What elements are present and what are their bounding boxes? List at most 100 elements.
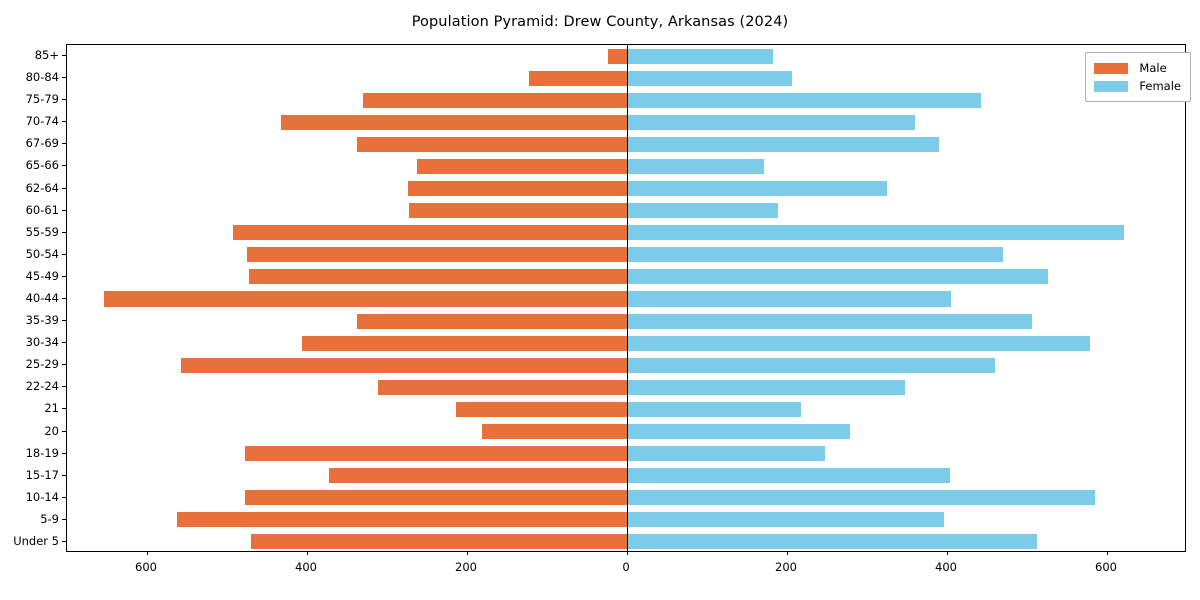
bar-female	[627, 70, 792, 86]
bar-female	[627, 446, 826, 462]
bar-male	[281, 114, 627, 130]
bar-row	[67, 468, 1185, 484]
bar-row	[67, 70, 1185, 86]
bar-row	[67, 114, 1185, 130]
y-tick-label: 60-61	[25, 202, 59, 217]
bar-male	[409, 203, 627, 219]
y-tick-mark	[62, 121, 66, 123]
y-tick-label: 65-66	[25, 158, 59, 173]
bar-male	[607, 48, 627, 64]
bar-male	[245, 446, 627, 462]
bar-male	[249, 269, 627, 285]
x-tick-mark	[627, 551, 628, 555]
x-tick-mark	[947, 551, 948, 555]
y-tick-mark	[62, 408, 66, 410]
bar-male	[455, 401, 627, 417]
chart-title: Population Pyramid: Drew County, Arkansa…	[411, 14, 789, 30]
y-tick-label: 21	[44, 401, 59, 416]
bar-female	[627, 269, 1048, 285]
bars-layer	[67, 45, 1185, 551]
y-tick-mark	[62, 99, 66, 101]
y-tick-label: 40-44	[25, 291, 59, 305]
bar-male	[356, 136, 627, 152]
bar-female	[627, 136, 939, 152]
bar-row	[67, 490, 1185, 506]
legend-item-female: Female	[1094, 77, 1181, 95]
bar-row	[67, 247, 1185, 263]
bar-male	[251, 534, 627, 550]
plot-area	[66, 44, 1186, 555]
bar-row	[67, 158, 1185, 174]
bar-female	[627, 247, 1003, 263]
y-tick-mark	[62, 209, 66, 211]
y-tick-mark	[62, 77, 66, 79]
bar-female	[627, 225, 1124, 241]
y-tick-label: 10-14	[25, 489, 59, 504]
bar-row	[67, 357, 1185, 373]
x-tick-label: 0	[622, 560, 630, 574]
x-tick-label: 400	[935, 560, 957, 574]
y-tick-label: 62-64	[25, 180, 59, 195]
bar-female	[627, 401, 802, 417]
legend-swatch-female	[1094, 80, 1129, 92]
y-tick-mark	[62, 298, 66, 299]
x-tick-label: 200	[455, 560, 477, 574]
bar-female	[627, 48, 774, 64]
y-tick-label: 80-84	[25, 70, 59, 85]
bar-female	[627, 424, 851, 440]
bar-male	[181, 357, 627, 373]
y-tick-label: 35-39	[25, 313, 59, 328]
legend-swatch-male	[1094, 62, 1129, 74]
bar-female	[627, 335, 1091, 351]
bar-female	[627, 203, 779, 219]
bar-row	[67, 225, 1185, 241]
legend-label-female: Female	[1139, 79, 1181, 93]
bar-row	[67, 48, 1185, 64]
bar-row	[67, 203, 1185, 219]
bar-male	[247, 247, 627, 263]
y-tick-mark	[62, 342, 66, 344]
x-tick-label: 600	[1095, 560, 1117, 574]
y-tick-mark	[62, 496, 66, 498]
bar-male	[232, 225, 627, 241]
x-tick-label: 200	[775, 560, 797, 574]
bar-female	[627, 468, 951, 484]
y-tick-mark	[62, 165, 66, 167]
bar-row	[67, 534, 1185, 550]
y-tick-mark	[62, 474, 66, 476]
y-tick-mark	[62, 231, 66, 233]
bar-row	[67, 446, 1185, 462]
bar-female	[627, 92, 982, 108]
y-tick-label: 5-9	[40, 511, 59, 526]
bar-female	[627, 490, 1095, 506]
y-tick-label: 55-59	[25, 224, 59, 239]
x-tick-mark	[307, 551, 308, 555]
bar-male	[363, 92, 627, 108]
y-tick-mark	[62, 320, 66, 322]
y-tick-mark	[62, 518, 66, 520]
bar-male	[356, 313, 627, 329]
bar-row	[67, 379, 1185, 395]
y-tick-label: 15-17	[25, 467, 59, 482]
legend-label-male: Male	[1139, 61, 1167, 75]
y-tick-mark	[62, 540, 66, 542]
bar-male	[482, 424, 627, 440]
y-tick-mark	[62, 452, 66, 454]
legend-item-male: Male	[1094, 59, 1181, 77]
x-tick-label: 600	[135, 560, 157, 574]
bar-row	[67, 335, 1185, 351]
bar-row	[67, 313, 1185, 329]
y-tick-label: 50-54	[25, 246, 59, 261]
y-tick-label: 85+	[34, 48, 59, 63]
y-tick-mark	[62, 143, 66, 145]
bar-female	[627, 357, 995, 373]
y-tick-label: 70-74	[25, 114, 59, 129]
y-tick-mark	[62, 187, 66, 189]
y-tick-label: 25-29	[25, 357, 59, 372]
bar-row	[67, 269, 1185, 285]
y-tick-mark	[62, 364, 66, 366]
bar-female	[627, 379, 906, 395]
y-tick-label: 20	[44, 423, 59, 438]
zero-axis-line	[627, 45, 629, 551]
